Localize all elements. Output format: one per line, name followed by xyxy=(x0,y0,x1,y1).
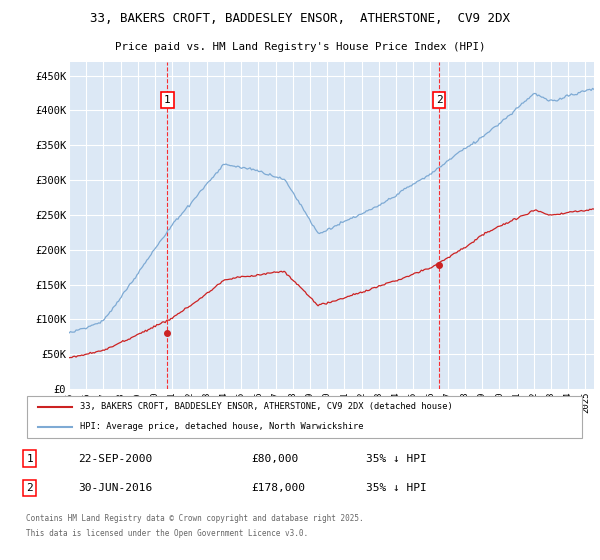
Text: 35% ↓ HPI: 35% ↓ HPI xyxy=(366,483,427,493)
Text: 2: 2 xyxy=(436,95,442,105)
Text: 33, BAKERS CROFT, BADDESLEY ENSOR,  ATHERSTONE,  CV9 2DX: 33, BAKERS CROFT, BADDESLEY ENSOR, ATHER… xyxy=(90,12,510,25)
Text: £80,000: £80,000 xyxy=(251,454,298,464)
Text: 33, BAKERS CROFT, BADDESLEY ENSOR, ATHERSTONE, CV9 2DX (detached house): 33, BAKERS CROFT, BADDESLEY ENSOR, ATHER… xyxy=(80,402,453,411)
Text: Contains HM Land Registry data © Crown copyright and database right 2025.: Contains HM Land Registry data © Crown c… xyxy=(26,514,364,523)
Text: 2: 2 xyxy=(26,483,33,493)
Text: 1: 1 xyxy=(164,95,171,105)
Text: £178,000: £178,000 xyxy=(251,483,305,493)
Text: This data is licensed under the Open Government Licence v3.0.: This data is licensed under the Open Gov… xyxy=(26,529,308,538)
Text: HPI: Average price, detached house, North Warwickshire: HPI: Average price, detached house, Nort… xyxy=(80,422,364,431)
FancyBboxPatch shape xyxy=(27,395,581,438)
Text: Price paid vs. HM Land Registry's House Price Index (HPI): Price paid vs. HM Land Registry's House … xyxy=(115,43,485,52)
Text: 30-JUN-2016: 30-JUN-2016 xyxy=(78,483,152,493)
Text: 22-SEP-2000: 22-SEP-2000 xyxy=(78,454,152,464)
Text: 1: 1 xyxy=(26,454,33,464)
Text: 35% ↓ HPI: 35% ↓ HPI xyxy=(366,454,427,464)
